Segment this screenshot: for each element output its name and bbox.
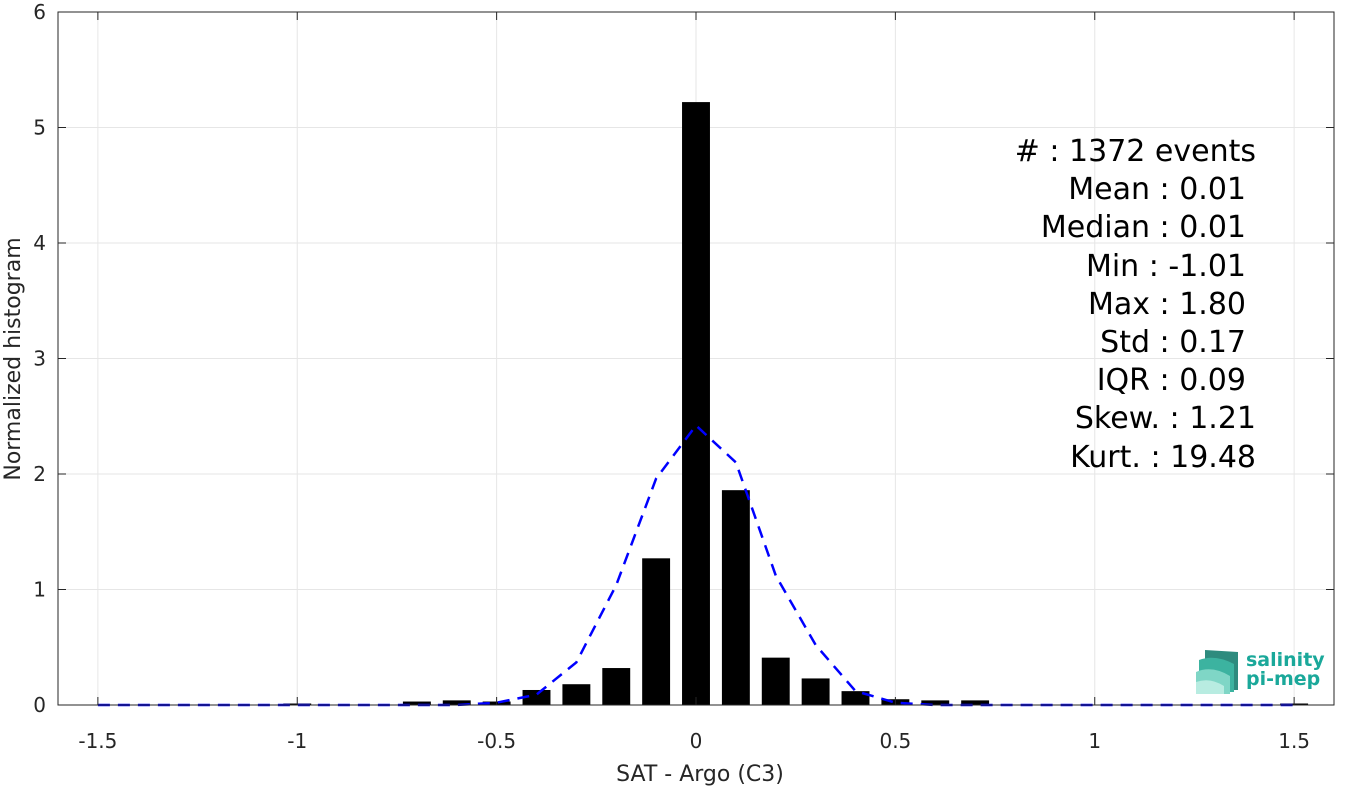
histogram-bar [442, 700, 471, 705]
stats-box: # : 1372 events Mean : 0.01 Median : 0.0… [1015, 134, 1256, 475]
logo-salinity-text: salinity [1246, 649, 1325, 671]
x-axis-label: SAT - Argo (C3) [616, 762, 784, 787]
y-axis-label: Normalized histogram [1, 237, 26, 480]
wave-logo-icon [1196, 650, 1238, 694]
x-tick-label: -0.5 [477, 729, 516, 753]
x-tick-label: -1.5 [78, 729, 117, 753]
stat-min: Min : -1.01 [1086, 249, 1246, 284]
histogram-bar [682, 102, 710, 706]
stat-events: # : 1372 events [1015, 134, 1256, 169]
y-tick-label: 2 [33, 462, 46, 486]
histogram-bar [961, 700, 990, 705]
histogram-bar [562, 684, 591, 705]
x-tick-label: 1 [1088, 729, 1101, 753]
histogram-bars [283, 102, 1309, 706]
x-tick-labels: -1.5 -1 -0.5 0 0.5 1 1.5 [78, 729, 1310, 753]
histogram-bar [402, 701, 431, 705]
histogram-bar [761, 657, 790, 705]
stat-max: Max : 1.80 [1088, 287, 1246, 322]
stat-iqr: IQR : 0.09 [1097, 363, 1246, 398]
histogram-bar [921, 700, 950, 705]
x-tick-label: 1.5 [1278, 729, 1310, 753]
y-tick-label: 4 [33, 231, 46, 255]
histogram-bar [841, 691, 870, 705]
stat-mean: Mean : 0.01 [1068, 172, 1246, 207]
stat-kurt: Kurt. : 19.48 [1070, 440, 1256, 475]
x-tick-label: 0 [690, 729, 703, 753]
y-tick-label: 6 [33, 0, 46, 24]
y-tick-label: 0 [33, 693, 46, 717]
stat-std: Std : 0.17 [1100, 325, 1246, 360]
x-tick-label: 0.5 [879, 729, 911, 753]
histogram-bar [801, 678, 830, 705]
y-tick-label: 5 [33, 116, 46, 140]
y-tick-labels: 0 1 2 3 4 5 6 [33, 0, 46, 717]
x-tick-label: -1 [287, 729, 307, 753]
y-tick-label: 3 [33, 347, 46, 371]
y-tick-label: 1 [33, 578, 46, 602]
stat-median: Median : 0.01 [1041, 210, 1246, 245]
histogram-bar [522, 689, 551, 705]
histogram-bar [721, 490, 750, 705]
salinity-pimep-logo: salinity pi-mep [1196, 649, 1325, 694]
histogram-bar [642, 558, 671, 705]
axis-ticks [58, 11, 1334, 706]
stat-skew: Skew. : 1.21 [1075, 401, 1256, 436]
logo-pimep-text: pi-mep [1246, 668, 1320, 690]
histogram-bar [602, 668, 631, 705]
